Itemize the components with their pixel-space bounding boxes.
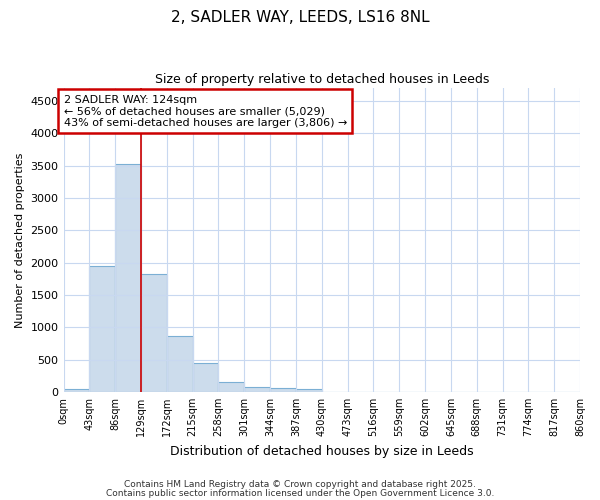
- Bar: [193, 363, 218, 392]
- Bar: [218, 382, 244, 392]
- Bar: [296, 389, 322, 392]
- Y-axis label: Number of detached properties: Number of detached properties: [15, 152, 25, 328]
- Bar: [270, 388, 296, 392]
- Bar: [115, 164, 141, 392]
- Text: Contains HM Land Registry data © Crown copyright and database right 2025.: Contains HM Land Registry data © Crown c…: [124, 480, 476, 489]
- X-axis label: Distribution of detached houses by size in Leeds: Distribution of detached houses by size …: [170, 444, 473, 458]
- Bar: [167, 336, 193, 392]
- Bar: [89, 266, 115, 392]
- Bar: [244, 387, 270, 392]
- Bar: [64, 390, 89, 392]
- Bar: [141, 274, 167, 392]
- Title: Size of property relative to detached houses in Leeds: Size of property relative to detached ho…: [155, 72, 489, 86]
- Text: 2 SADLER WAY: 124sqm
← 56% of detached houses are smaller (5,029)
43% of semi-de: 2 SADLER WAY: 124sqm ← 56% of detached h…: [64, 94, 347, 128]
- Text: Contains public sector information licensed under the Open Government Licence 3.: Contains public sector information licen…: [106, 488, 494, 498]
- Text: 2, SADLER WAY, LEEDS, LS16 8NL: 2, SADLER WAY, LEEDS, LS16 8NL: [170, 10, 430, 25]
